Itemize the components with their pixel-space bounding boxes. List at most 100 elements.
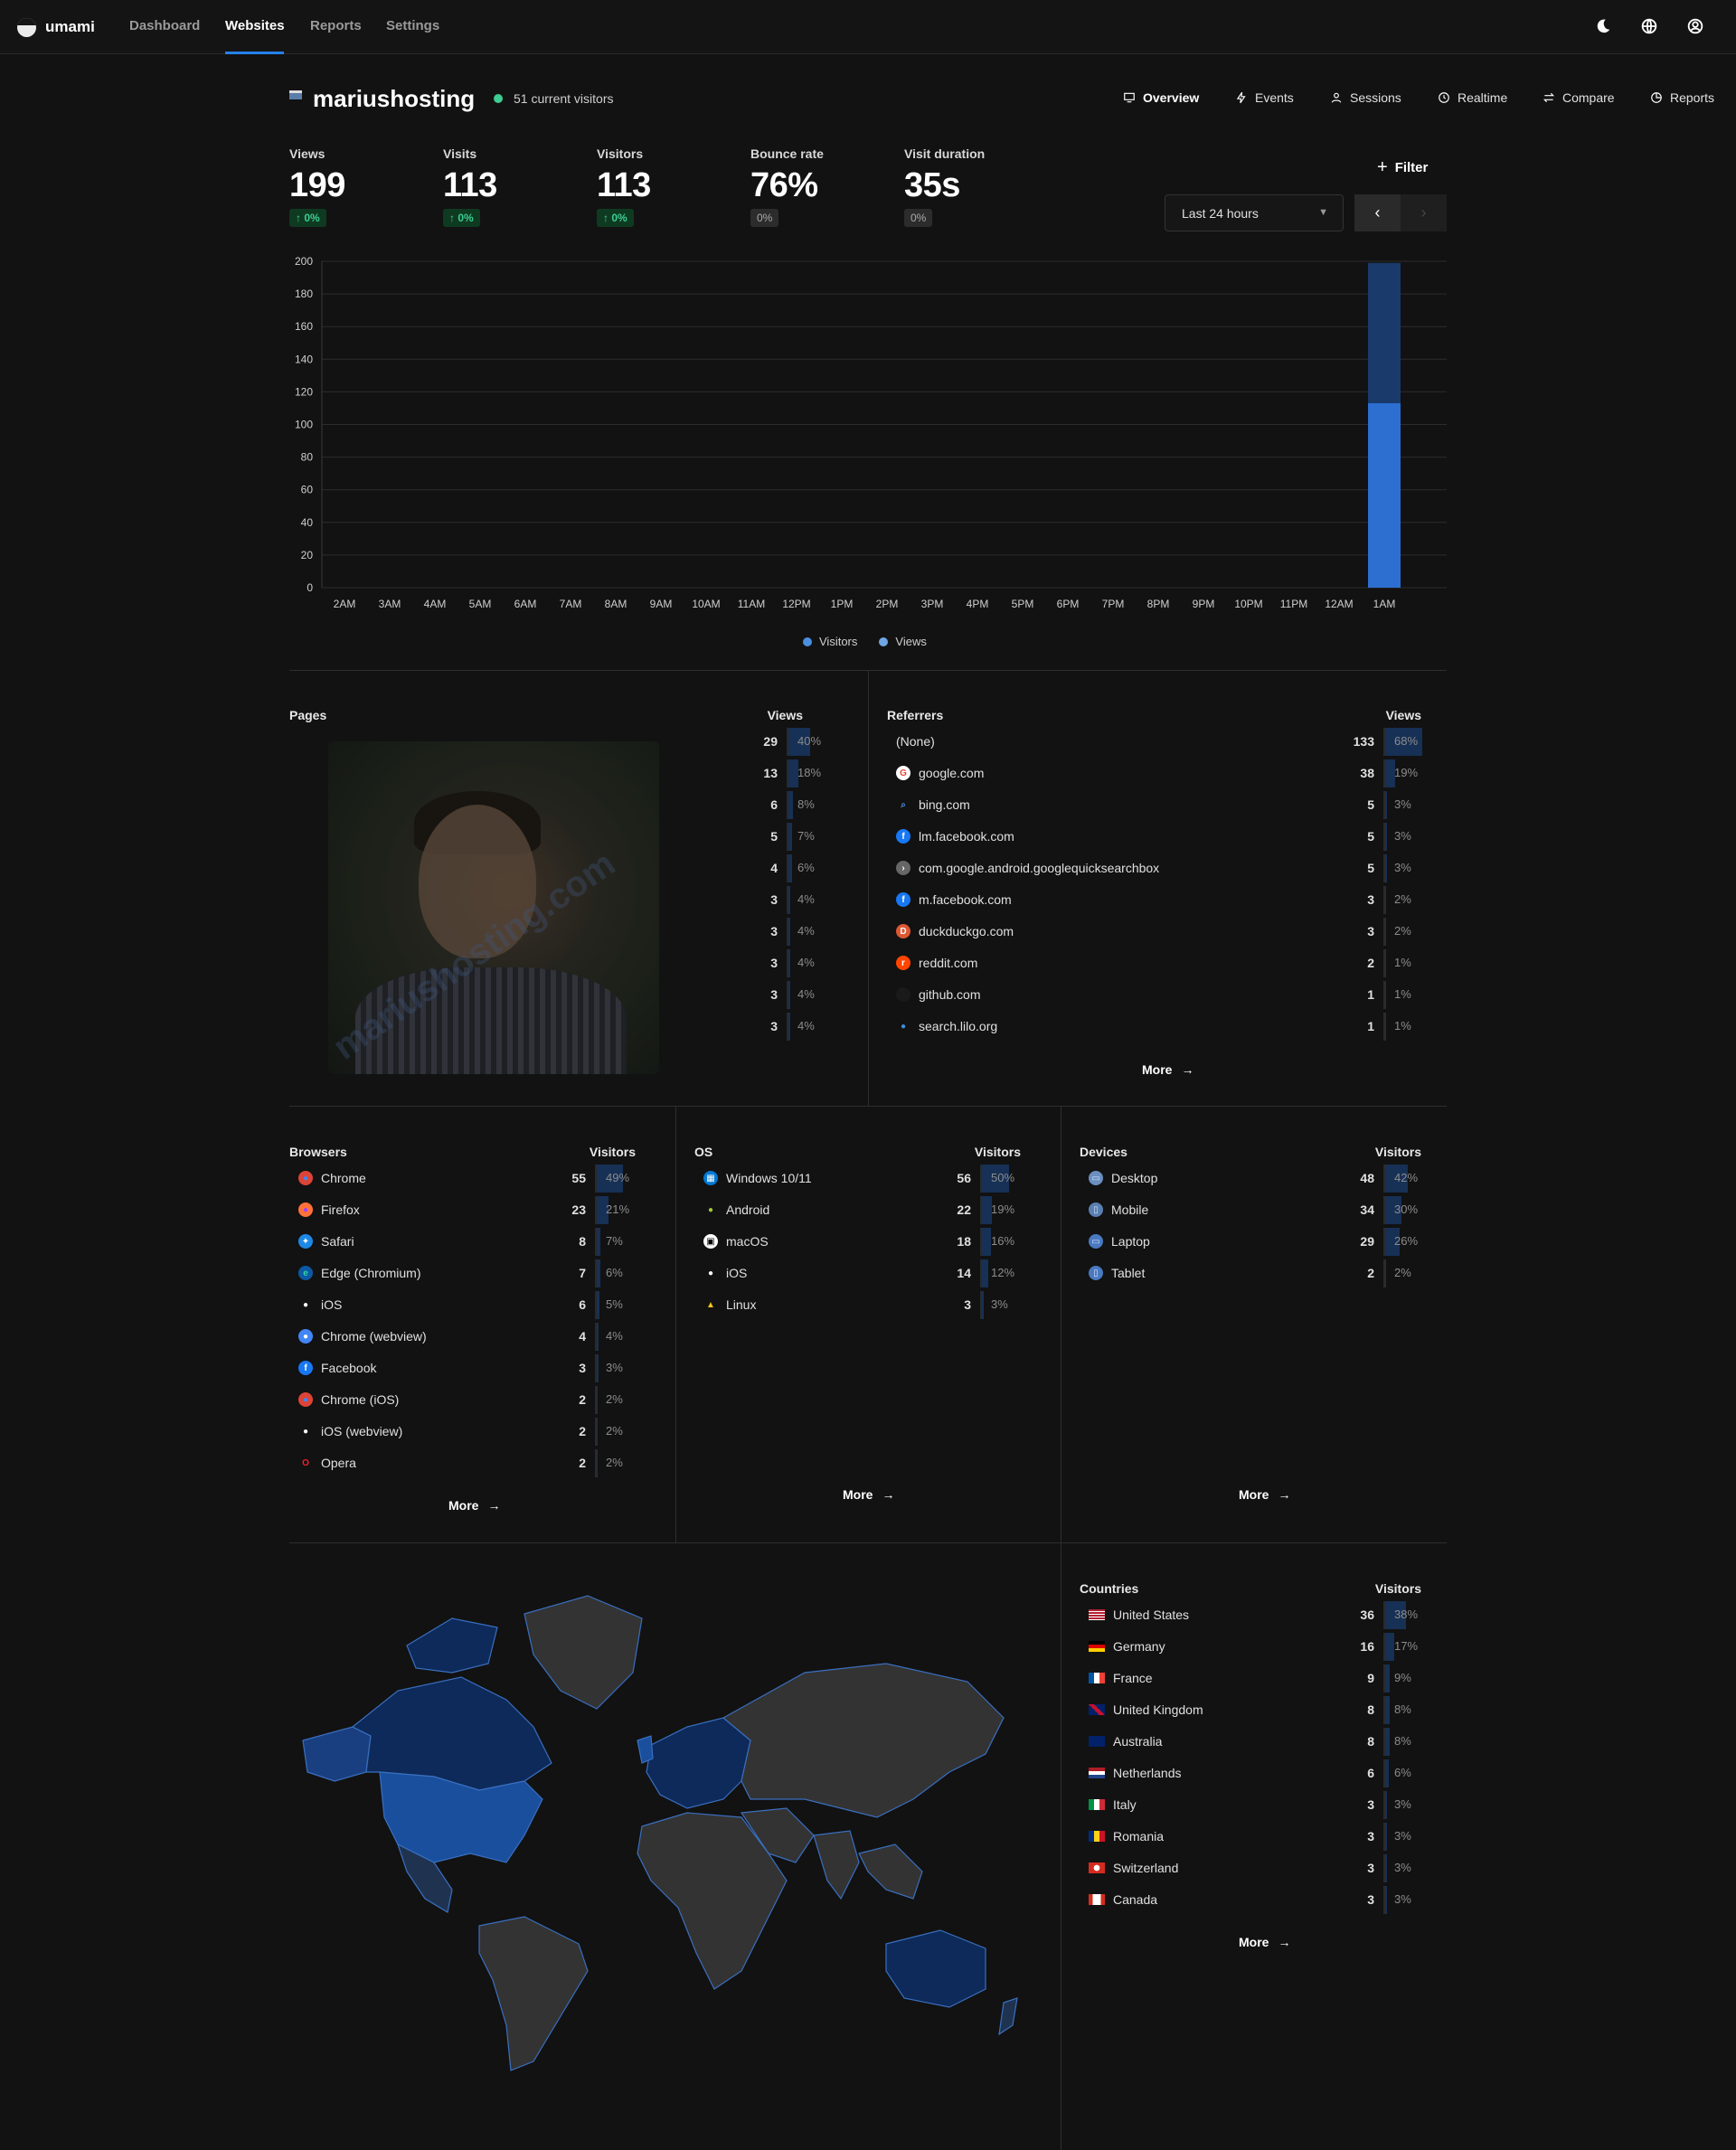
next-period-button[interactable]: › [1401,194,1447,231]
countries-row-name: Australia [1089,1734,1162,1749]
countries-row-label: Netherlands [1113,1766,1182,1780]
browsers-row[interactable]: ● Chrome (webview) 4 4% [289,1321,649,1353]
referrers-row[interactable]: f m.facebook.com 3 2% [887,884,1438,916]
devices-row[interactable]: ▯ Tablet 2 2% [1080,1258,1438,1289]
nav-reports[interactable]: Reports [310,18,362,33]
devices-more-button[interactable]: More → [1239,1487,1290,1502]
browsers-more-button[interactable]: More → [448,1498,500,1513]
pages-row[interactable]: 3 4% [289,916,841,948]
os-row[interactable]: ▦ Windows 10/11 56 50% [694,1163,1034,1194]
percent-bar-fill [1385,949,1386,977]
profile-photo-image: mariushosting.com [328,741,659,1074]
app-logo[interactable]: umami [17,16,95,38]
android-icon: ● [707,1204,714,1215]
apple-icon: ● [302,1426,309,1437]
countries-row[interactable]: United Kingdom 8 8% [1080,1694,1438,1726]
pages-row[interactable]: 3 4% [289,948,841,979]
y-tick-label: 160 [295,320,313,333]
pages-row[interactable]: 3 4% [289,884,841,916]
referrers-row[interactable]: r reddit.com 2 1% [887,948,1438,979]
os-panel: OS Visitors ▦ Windows 10/11 56 50% ● Android 2… [694,1145,1034,1488]
tab-compare[interactable]: Compare [1543,90,1615,105]
browsers-row[interactable]: ● Chrome 55 49% [289,1163,649,1194]
visitors-bar[interactable] [1368,403,1401,588]
referrers-row[interactable]: github.com 1 1% [887,979,1438,1011]
percent-bar-fill [1385,1759,1389,1787]
os-row[interactable]: ● Android 22 19% [694,1194,1034,1226]
os-row[interactable]: ● iOS 14 12% [694,1258,1034,1289]
current-visitors[interactable]: 51 current visitors [514,91,614,106]
lilo-icon: ● [900,1021,907,1032]
os-panel-header: OS Visitors [694,1145,1034,1163]
nav-settings[interactable]: Settings [386,18,440,33]
nav-dashboard[interactable]: Dashboard [129,18,201,33]
os-row[interactable]: ▲ Linux 3 3% [694,1289,1034,1321]
browsers-row[interactable]: ✦ Safari 8 7% [289,1226,649,1258]
x-tick-label: 12PM [782,598,810,610]
devices-row[interactable]: ▭ Desktop 48 42% [1080,1163,1438,1194]
os-more-button[interactable]: More → [843,1487,894,1502]
filter-button[interactable]: + Filter [1377,157,1428,178]
previous-period-button[interactable]: ‹ [1354,194,1401,231]
os-row[interactable]: ▣ macOS 18 16% [694,1226,1034,1258]
pages-row[interactable]: 13 18% [289,758,841,789]
devices-row[interactable]: ▭ Laptop 29 26% [1080,1226,1438,1258]
pages-row[interactable]: 5 7% [289,821,841,853]
browsers-row[interactable]: ● iOS 6 5% [289,1289,649,1321]
percent-bar-fill [788,949,790,977]
browsers-row[interactable]: ● Firefox 23 21% [289,1194,649,1226]
countries-more-button[interactable]: More → [1239,1935,1290,1949]
referrers-row[interactable]: (None) 133 68% [887,726,1438,758]
percent-bar-fill [1385,1728,1390,1756]
tab-realtime[interactable]: Realtime [1438,90,1507,105]
countries-row[interactable]: Switzerland 3 3% [1080,1853,1438,1884]
browsers-row[interactable]: O Opera 2 2% [289,1447,649,1479]
countries-row[interactable]: Canada 3 3% [1080,1884,1438,1916]
user-profile-icon[interactable] [1685,16,1705,36]
percent-bar-fill [788,918,790,946]
browsers-row-label: Safari [321,1234,354,1249]
countries-row-percent: 8% [1394,1734,1411,1748]
countries-row[interactable]: Australia 8 8% [1080,1726,1438,1758]
browsers-row[interactable]: f Facebook 3 3% [289,1353,649,1384]
countries-row[interactable]: Netherlands 6 6% [1080,1758,1438,1789]
pages-row[interactable]: 3 4% [289,1011,841,1042]
referrers-more-button[interactable]: More → [1142,1062,1194,1077]
date-range-select[interactable]: Last 24 hours ▼ [1165,194,1344,231]
tab-reports[interactable]: Reports [1650,90,1714,105]
browsers-row[interactable]: ● iOS (webview) 2 2% [289,1416,649,1447]
countries-row[interactable]: Romania 3 3% [1080,1821,1438,1853]
devices-row[interactable]: ▯ Mobile 34 30% [1080,1194,1438,1226]
nav-websites[interactable]: Websites [225,18,285,33]
devices-panel-header: Devices Visitors [1080,1145,1438,1163]
countries-row[interactable]: France 9 9% [1080,1663,1438,1694]
referrers-row[interactable]: › com.google.android.googlequicksearchbox… [887,853,1438,884]
duckduckgo-icon: D [896,924,910,938]
theme-moon-icon[interactable] [1593,16,1613,36]
pages-row[interactable]: 3 4% [289,979,841,1011]
referrers-row[interactable]: f lm.facebook.com 5 3% [887,821,1438,853]
github-icon [896,987,910,1002]
referrers-row[interactable]: ⌕ bing.com 5 3% [887,789,1438,821]
countries-row-percent-bar: 17% [1383,1633,1438,1661]
browsers-row[interactable]: ● Chrome (iOS) 2 2% [289,1384,649,1416]
countries-row[interactable]: Italy 3 3% [1080,1789,1438,1821]
pages-row[interactable]: 29 40% [289,726,841,758]
pages-row[interactable]: 4 6% [289,853,841,884]
legend-views[interactable]: Views [879,635,927,648]
referrers-row[interactable]: ● search.lilo.org 1 1% [887,1011,1438,1042]
referrers-row-name: › com.google.android.googlequicksearchbox [896,861,1159,875]
countries-row[interactable]: United States 36 38% [1080,1599,1438,1631]
world-map[interactable] [298,1591,1035,2079]
language-globe-icon[interactable] [1639,16,1659,36]
countries-row[interactable]: Germany 16 17% [1080,1631,1438,1663]
tab-sessions[interactable]: Sessions [1330,90,1401,105]
tab-events[interactable]: Events [1235,90,1294,105]
browsers-row[interactable]: e Edge (Chromium) 7 6% [289,1258,649,1289]
tab-overview[interactable]: Overview [1123,90,1199,105]
legend-visitors[interactable]: Visitors [803,635,857,648]
countries-row-name: Romania [1089,1829,1164,1844]
pages-row[interactable]: 6 8% [289,789,841,821]
